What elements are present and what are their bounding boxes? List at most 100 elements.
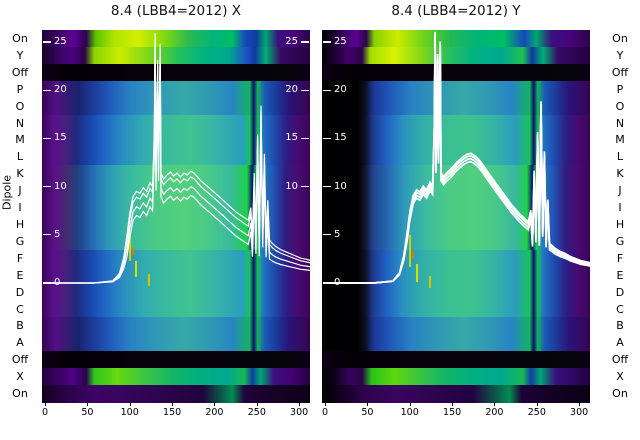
xtick-mark: [172, 402, 174, 406]
panel-x-title: 8.4 (LBB4=2012) X: [110, 3, 242, 19]
heatmap-row-off-2: [322, 63, 590, 82]
heatmap-artifact: [129, 230, 132, 261]
heatmap-row-c-16: [42, 300, 310, 319]
row-label-right-h-11: H: [615, 218, 625, 231]
heatmap-row-i-10: [322, 199, 590, 217]
heatmap-row-d-15: [322, 283, 590, 302]
signal-trace: [45, 39, 310, 284]
xtick-label: 100: [120, 407, 139, 418]
row-labels-left: On Y Off P O N M L K J I H G F E D C B A Off X On: [0, 0, 40, 440]
inner-ytick-label-right: 15: [285, 132, 298, 144]
row-label-right-on-0: On: [612, 32, 628, 45]
panel-x-plot-area: 25 20 15 10 5 0 25 20 15 10 0 50 100 150 200 250 300: [42, 30, 310, 418]
heatmap-row-g-12: [42, 232, 310, 251]
inner-ytick-mark-left: [323, 137, 331, 140]
inner-ytick-mark-left: [43, 89, 51, 91]
xtick-mark: [367, 402, 369, 406]
heatmap-row-off-19: [322, 351, 590, 369]
row-label-right-a-18: A: [616, 336, 624, 350]
row-label-left-c-16: C: [16, 302, 24, 316]
row-label-right-p-3: P: [616, 82, 624, 96]
xtick-mark: [409, 402, 411, 406]
heatmap-row-n-5: [322, 114, 590, 133]
heatmap-artifact: [147, 273, 150, 286]
row-label-right-m-6: M: [615, 133, 625, 147]
xtick-mark: [536, 402, 538, 406]
xtick-mark: [45, 402, 46, 406]
heatmap-row-l-7: [322, 148, 590, 166]
heatmap-row-p-3: [42, 80, 310, 99]
row-label-left-on-0: On: [12, 32, 28, 45]
row-label-left-i-10: I: [18, 201, 22, 214]
panel-y-plot-area: 25 20 15 10 5 0 0 50 100 150 200 250 300: [322, 30, 590, 418]
heatmap-row-on-0: [42, 30, 310, 48]
inner-ytick-label-left: 15: [54, 132, 67, 144]
signal-trace: [45, 57, 310, 284]
inner-ytick-label-right: 25: [285, 36, 298, 47]
inner-ytick-mark-left: [323, 41, 331, 43]
xtick-label: 250: [527, 407, 546, 418]
row-label-right-i-10: I: [618, 201, 622, 214]
row-label-left-h-11: H: [15, 218, 25, 231]
xtick-label: 0: [41, 407, 49, 418]
heatmap-row-p-3: [322, 80, 590, 99]
row-label-right-x-20: X: [616, 370, 624, 384]
inner-ytick-mark-left: [43, 137, 51, 140]
inner-ytick-mark-left: [43, 185, 51, 188]
row-label-left-e-14: E: [16, 268, 24, 282]
xtick-label: 150: [163, 407, 182, 418]
heatmap-artifact: [409, 234, 412, 267]
heatmap-artifact: [131, 247, 134, 255]
heatmap-row-c-16: [322, 300, 590, 319]
row-label-right-k-8: K: [616, 167, 624, 181]
heatmap-row-off-19: [42, 351, 310, 369]
row-label-right-d-15: D: [615, 285, 625, 299]
panel-y-title: 8.4 (LBB4=2012) Y: [391, 3, 521, 19]
signal-trace: [325, 37, 590, 284]
heatmap-row-e-14: [322, 266, 590, 285]
inner-ytick-mark-right: [301, 89, 309, 91]
row-label-left-n-5: N: [15, 116, 25, 130]
inner-ytick-mark-left: [323, 234, 331, 236]
row-labels-right: On Y Off P O N M L K J I H G F E D C B A Off X On: [600, 0, 640, 440]
heatmap-row-k-8: [322, 165, 590, 183]
row-label-right-l-7: L: [616, 150, 624, 164]
xtick-label: 300: [570, 407, 589, 418]
signal-line-overlay: [45, 33, 310, 284]
inner-ytick-label-left: 25: [334, 36, 347, 47]
row-label-right-c-16: C: [616, 302, 624, 316]
inner-ytick-mark-left: [323, 89, 331, 91]
heatmap-row-b-17: [322, 317, 590, 336]
inner-ytick-label-left: 10: [54, 180, 67, 192]
inner-ytick-label-left: 0: [334, 277, 341, 288]
heatmap-row-b-17: [42, 317, 310, 336]
row-label-left-f-13: F: [16, 251, 24, 265]
inner-ytick-label-left: 25: [54, 36, 67, 47]
row-label-left-on-21: On: [12, 387, 28, 400]
row-label-left-x-20: X: [16, 370, 24, 384]
heatmap-row-f-13: [322, 249, 590, 268]
signal-line-overlay: [325, 31, 590, 284]
heatmap-row-e-14: [42, 266, 310, 285]
xtick-mark: [579, 402, 581, 406]
inner-ytick-label-left: 5: [334, 228, 341, 240]
xtick-label: 250: [247, 407, 266, 418]
inner-ytick-label-left: 20: [54, 84, 67, 96]
xtick-label: 50: [361, 407, 374, 418]
xtick-label: 150: [443, 407, 462, 418]
inner-ytick-mark-left: [323, 282, 331, 284]
inner-ytick-label-right: 20: [285, 84, 298, 96]
heatmap-row-n-5: [42, 114, 310, 133]
row-label-right-j-9: J: [618, 184, 622, 198]
row-label-left-g-12: G: [15, 234, 25, 248]
xtick-mark: [87, 402, 89, 406]
row-label-left-o-4: O: [15, 99, 25, 113]
heatmap-row-on-0: [322, 30, 590, 48]
inner-ytick-mark-left: [43, 234, 51, 236]
inner-ytick-mark-right: [301, 137, 309, 140]
heatmap-row-o-4: [322, 97, 590, 116]
row-label-right-n-5: N: [615, 116, 625, 130]
xtick-mark: [129, 402, 131, 406]
heatmap-row-on-21: [322, 385, 590, 403]
